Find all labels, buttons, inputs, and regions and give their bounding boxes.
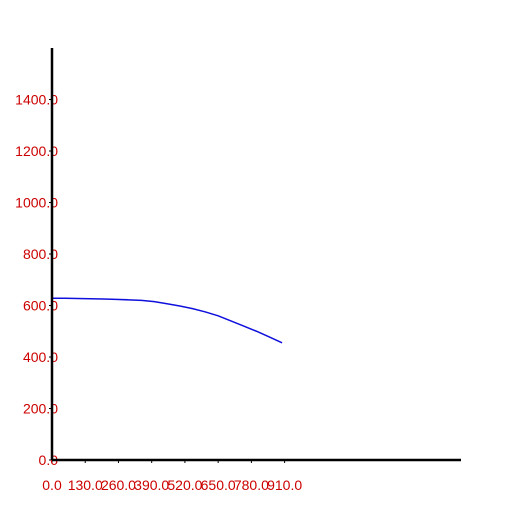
x-tick-label: 780.0 <box>234 477 269 493</box>
y-tick-label: 400.0 <box>23 349 58 365</box>
series-line-1 <box>52 297 283 344</box>
x-tick-label: 130.0 <box>68 477 103 493</box>
x-tick-label: 260.0 <box>101 477 136 493</box>
y-tick-label: 1000.0 <box>15 195 58 211</box>
y-tick-label: 600.0 <box>23 298 58 314</box>
x-tick-label: 910.0 <box>267 477 302 493</box>
y-tick-label: 1400.0 <box>15 92 58 108</box>
x-tick-label: 650.0 <box>201 477 236 493</box>
y-tick-label: 0.0 <box>39 452 59 468</box>
x-tick-label: 520.0 <box>167 477 202 493</box>
y-axis-ticks: 0.0 200.0 400.0 600.0 800.0 1000.0 1200.0 1400.… <box>15 92 58 469</box>
y-tick-label: 200.0 <box>23 401 58 417</box>
y-tick-label: 800.0 <box>23 246 58 262</box>
x-tick-label: 390.0 <box>134 477 169 493</box>
series-group <box>52 297 283 344</box>
y-tick-label: 1200.0 <box>15 143 58 159</box>
x-tick-label: 0.0 <box>42 477 62 493</box>
